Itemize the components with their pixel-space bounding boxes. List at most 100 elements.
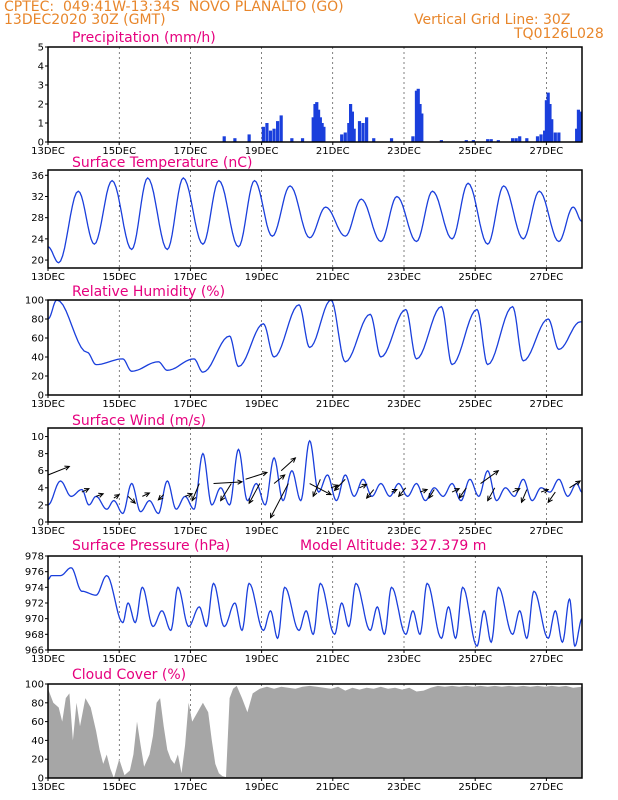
wind-arrow bbox=[81, 488, 90, 493]
y-tick-label: 60 bbox=[31, 717, 44, 728]
x-tick-label: 17DEC bbox=[174, 526, 208, 537]
precip-bar bbox=[539, 134, 543, 142]
wind-arrow-head bbox=[422, 488, 429, 494]
precip-bar bbox=[340, 134, 344, 142]
wind-arrow-head bbox=[187, 492, 194, 498]
x-tick-label: 17DEC bbox=[174, 399, 208, 410]
x-tick-label: 27DEC bbox=[530, 146, 564, 157]
wind-arrow bbox=[280, 457, 296, 472]
precip-bar bbox=[265, 123, 269, 142]
wind-arrow-head bbox=[575, 480, 582, 486]
wind-arrow bbox=[220, 483, 232, 501]
x-tick-label: 23DEC bbox=[387, 654, 421, 665]
x-tick-label: 19DEC bbox=[245, 272, 279, 283]
y-tick-label: 80 bbox=[31, 698, 44, 709]
precip-bar bbox=[318, 117, 322, 142]
precip-bar bbox=[357, 121, 362, 142]
x-tick-label: 25DEC bbox=[458, 526, 492, 537]
wind-arrow-head bbox=[361, 483, 368, 489]
precip-bar bbox=[418, 104, 422, 142]
panel-title: Cloud Cover (%) bbox=[72, 667, 186, 683]
wind-arrow-head bbox=[543, 488, 550, 494]
x-tick-label: 13DEC bbox=[31, 526, 65, 537]
precip-bar bbox=[411, 136, 415, 142]
y-tick-label: 966 bbox=[25, 646, 44, 657]
precip-bar bbox=[578, 111, 582, 142]
y-tick-label: 0 bbox=[38, 391, 44, 402]
precip-bar bbox=[518, 136, 522, 142]
x-tick-label: 23DEC bbox=[387, 272, 421, 283]
y-tick-label: 36 bbox=[31, 171, 44, 182]
y-tick-label: 0 bbox=[38, 138, 44, 149]
wind-arrow bbox=[487, 487, 496, 501]
y-tick-label: 100 bbox=[25, 680, 44, 691]
precip-bar bbox=[486, 139, 490, 142]
wind-arrow-head bbox=[365, 493, 372, 499]
precip-bar bbox=[510, 138, 515, 142]
y-tick-label: 976 bbox=[25, 567, 44, 578]
precip-bar bbox=[320, 123, 324, 142]
wind-arrow-head bbox=[454, 488, 461, 493]
x-tick-label: 23DEC bbox=[387, 526, 421, 537]
x-tick-label: 15DEC bbox=[102, 146, 136, 157]
y-tick-label: 1 bbox=[38, 119, 44, 130]
wind-arrow-head bbox=[83, 488, 90, 493]
wind-arrow bbox=[245, 471, 268, 480]
precip-bar bbox=[543, 130, 547, 142]
x-tick-label: 17DEC bbox=[174, 272, 208, 283]
x-tick-label: 21DEC bbox=[316, 146, 350, 157]
x-tick-label: 19DEC bbox=[245, 399, 279, 410]
wind-arrow bbox=[309, 483, 332, 496]
y-tick-label: 4 bbox=[38, 483, 44, 494]
x-tick-label: 13DEC bbox=[31, 782, 65, 793]
y-tick-label: 32 bbox=[31, 192, 44, 203]
wind-arrow-head bbox=[326, 490, 333, 496]
panel-2: 0 20 40 60 80 100 13DEC 15DEC 17DEC 19DEC 21DEC 23D… bbox=[25, 284, 583, 410]
x-tick-label: 23DEC bbox=[387, 399, 421, 410]
y-tick-label: 8 bbox=[38, 449, 44, 460]
x-tick-label: 25DEC bbox=[458, 272, 492, 283]
wind-arrow-head bbox=[458, 493, 464, 500]
wind-arrow-head bbox=[191, 495, 197, 502]
series-line bbox=[47, 567, 583, 648]
x-tick-label: 27DEC bbox=[530, 399, 564, 410]
wind-arrow bbox=[213, 481, 243, 485]
precip-bar bbox=[361, 123, 365, 142]
precip-bar bbox=[553, 132, 557, 142]
y-tick-label: 2 bbox=[38, 100, 44, 111]
precip-bar bbox=[261, 126, 265, 142]
y-tick-label: 5 bbox=[38, 43, 44, 54]
wind-arrow-head bbox=[290, 457, 297, 463]
panel-subtitle: Model Altitude: 327.379 m bbox=[300, 538, 486, 554]
y-tick-label: 20 bbox=[31, 372, 44, 383]
wind-arrow-head bbox=[144, 492, 151, 498]
precip-bar bbox=[546, 92, 550, 142]
precip-bar bbox=[471, 140, 476, 142]
wind-arrow bbox=[142, 492, 150, 497]
y-tick-label: 40 bbox=[31, 736, 44, 747]
x-tick-label: 27DEC bbox=[530, 272, 564, 283]
wind-arrow bbox=[398, 487, 407, 497]
wind-arrow-head bbox=[493, 470, 500, 476]
panel-4: 966 968 970 972 974 976 978 13DEC 15DEC 17DEC 19DE… bbox=[25, 538, 583, 665]
wind-arrow bbox=[366, 489, 375, 499]
wind-arrow-head bbox=[130, 498, 137, 504]
panel-0: 0 1 2 3 4 5 13DEC 15DEC 17DEC 19DEC 21DEC 23DEC 25DE… bbox=[31, 30, 583, 157]
x-tick-label: 15DEC bbox=[102, 782, 136, 793]
wind-arrow bbox=[569, 480, 581, 489]
panel-1: 20 24 28 32 36 13DEC 15DEC 17DEC 19DEC 21DEC 23DEC… bbox=[31, 155, 583, 283]
x-tick-label: 27DEC bbox=[530, 654, 564, 665]
wind-arrow bbox=[428, 489, 435, 499]
y-tick-label: 968 bbox=[25, 630, 44, 641]
series-line bbox=[47, 176, 583, 264]
x-tick-label: 13DEC bbox=[31, 272, 65, 283]
precip-bar bbox=[514, 138, 518, 142]
y-tick-label: 0 bbox=[38, 518, 44, 529]
x-tick-label: 19DEC bbox=[245, 526, 279, 537]
precip-bar bbox=[439, 140, 443, 142]
wind-arrow-head bbox=[98, 492, 105, 498]
wind-arrow-head bbox=[64, 465, 71, 471]
x-tick-label: 25DEC bbox=[458, 399, 492, 410]
x-tick-label: 19DEC bbox=[245, 146, 279, 157]
precip-bar bbox=[550, 119, 554, 142]
